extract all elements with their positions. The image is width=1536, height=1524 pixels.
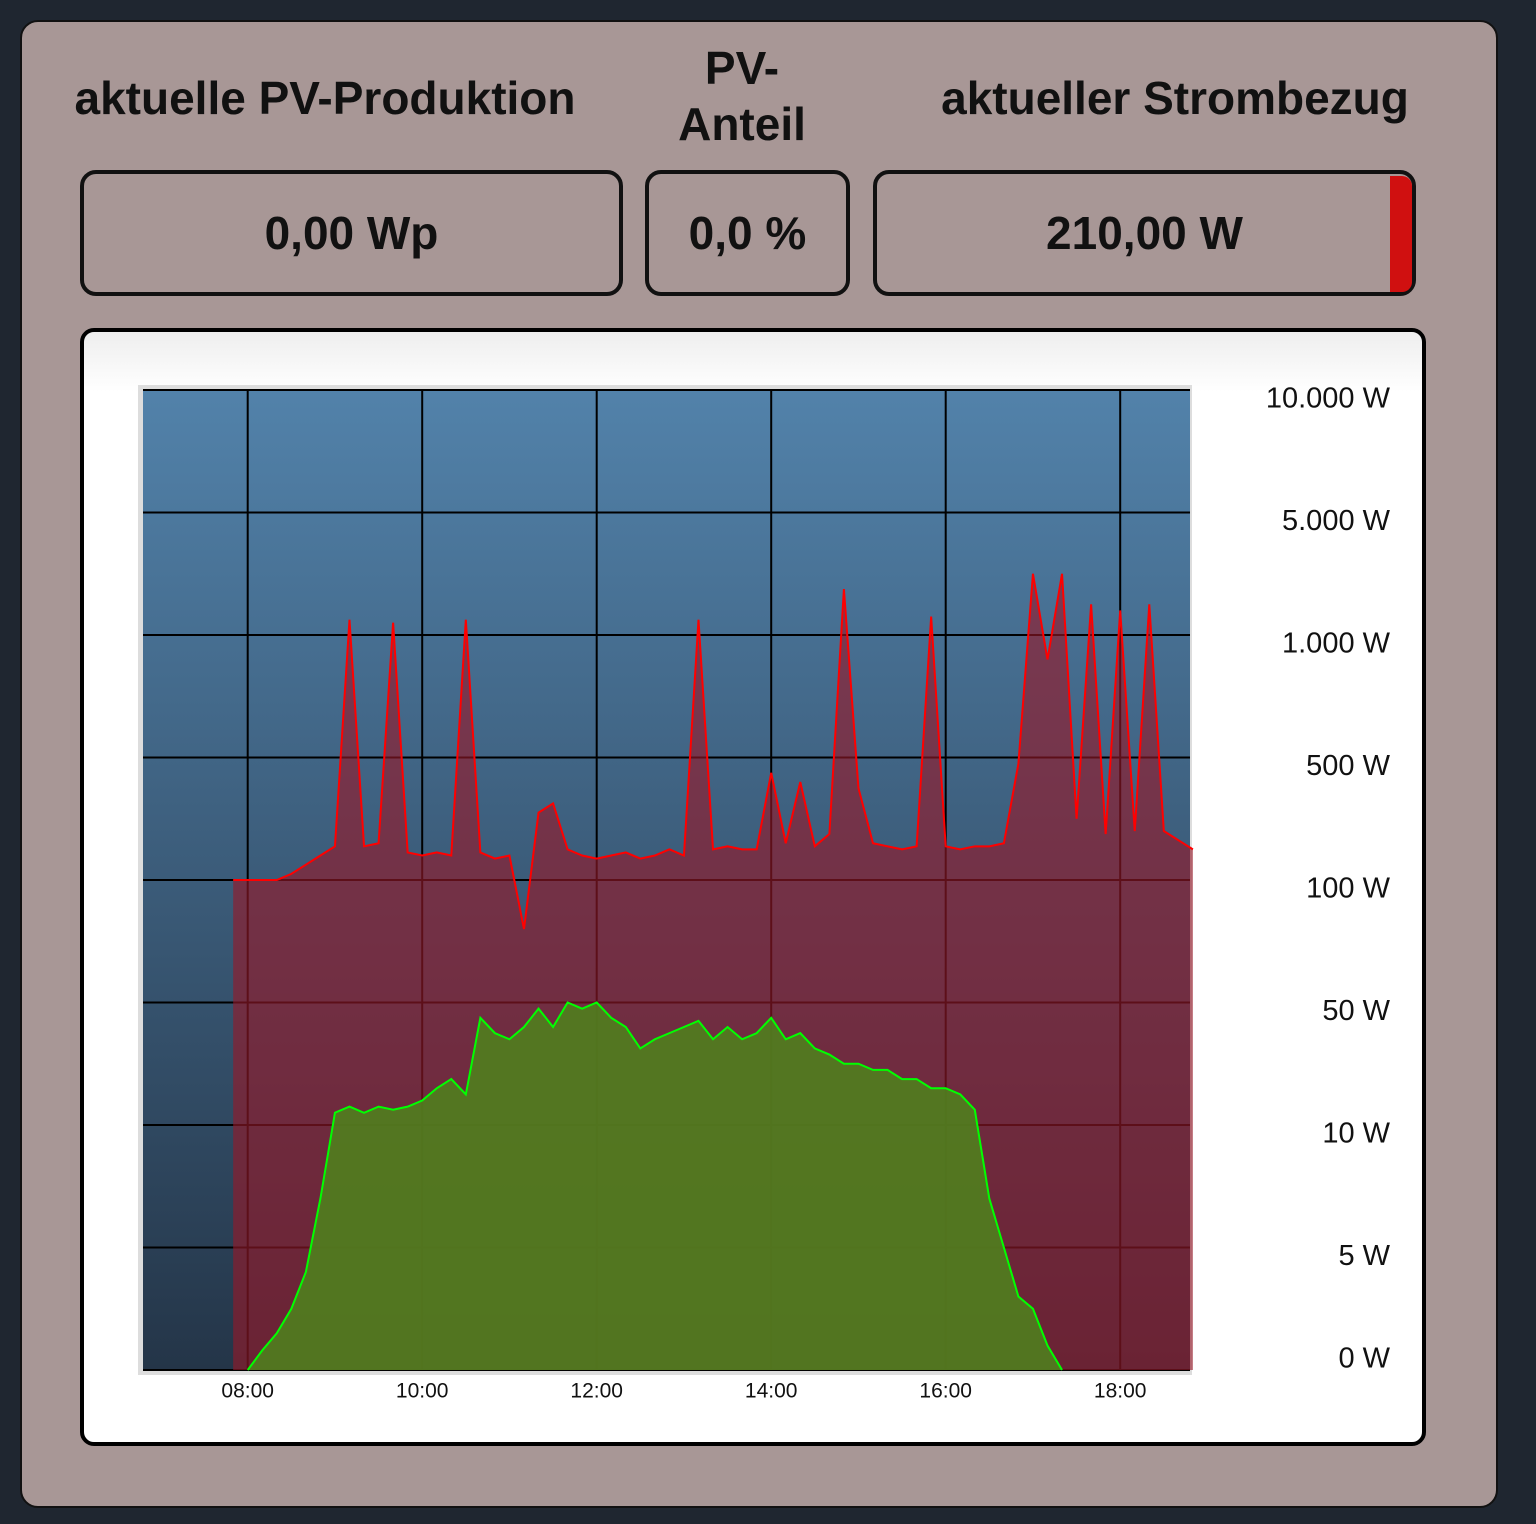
y-tick-label: 10.000 W bbox=[1266, 383, 1391, 415]
y-tick-label: 5 W bbox=[1338, 1240, 1390, 1272]
y-tick-label: 100 W bbox=[1306, 873, 1390, 905]
share-value: 0,0 % bbox=[645, 170, 850, 296]
series-line bbox=[246, 1001, 1063, 1371]
x-tick-label: 18:00 bbox=[1094, 1380, 1147, 1403]
x-tick-label: 14:00 bbox=[745, 1380, 798, 1403]
x-tick-label: 12:00 bbox=[570, 1380, 623, 1403]
share-label: PV-Anteil bbox=[678, 42, 806, 150]
y-tick-label: 500 W bbox=[1306, 750, 1390, 782]
y-tick-label: 50 W bbox=[1322, 995, 1390, 1027]
level-bar bbox=[1390, 176, 1412, 292]
y-tick-label: 5.000 W bbox=[1282, 505, 1391, 537]
y-tick-label: 0 W bbox=[1338, 1343, 1390, 1375]
grid-value: 210,00 W bbox=[873, 170, 1416, 296]
grid-label: aktueller Strombezug bbox=[941, 72, 1409, 124]
x-tick-label: 16:00 bbox=[919, 1380, 972, 1403]
series-line bbox=[233, 573, 1194, 930]
y-tick-label: 10 W bbox=[1322, 1118, 1390, 1150]
y-tick-label: 1.000 W bbox=[1282, 628, 1391, 660]
x-tick-label: 10:00 bbox=[396, 1380, 449, 1403]
pv-value: 0,00 Wp bbox=[80, 170, 623, 296]
series-area bbox=[247, 1002, 1063, 1370]
x-tick-label: 08:00 bbox=[221, 1380, 274, 1403]
pv-label: aktuelle PV-Produktion bbox=[74, 72, 576, 124]
